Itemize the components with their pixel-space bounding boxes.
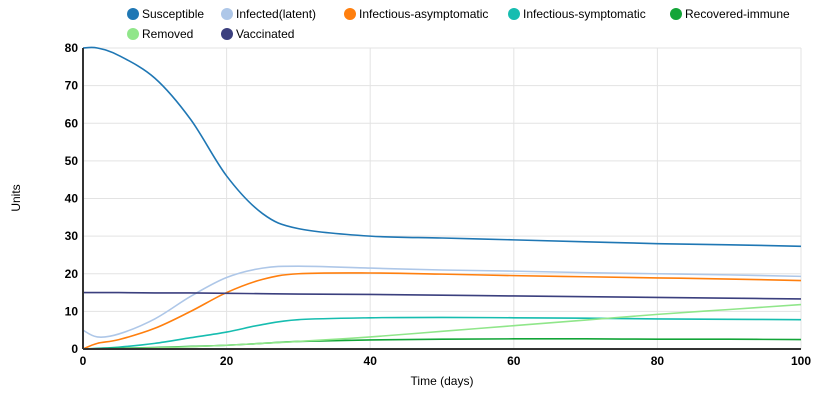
legend-swatch-icon <box>344 8 356 20</box>
legend-item[interactable]: Susceptible <box>127 7 204 21</box>
legend-swatch-icon <box>221 8 233 20</box>
y-tick-label: 60 <box>65 116 79 130</box>
legend-label: Recovered-immune <box>685 7 790 21</box>
legend-swatch-icon <box>127 8 139 20</box>
y-tick-label: 20 <box>65 267 79 281</box>
y-tick-label: 50 <box>65 154 79 168</box>
y-tick-label: 10 <box>65 304 79 318</box>
legend-item[interactable]: Infectious-asymptomatic <box>344 7 488 21</box>
y-tick-label: 70 <box>65 79 79 93</box>
y-tick-label: 80 <box>65 41 79 55</box>
y-tick-label: 0 <box>71 342 78 356</box>
legend-label: Susceptible <box>142 7 204 21</box>
legend-item[interactable]: Infected(latent) <box>221 7 316 21</box>
legend-label: Removed <box>142 27 193 41</box>
legend-label: Vaccinated <box>236 27 294 41</box>
legend-swatch-icon <box>670 8 682 20</box>
legend-swatch-icon <box>508 8 520 20</box>
series-line-vaccinated <box>83 291 802 300</box>
legend: Susceptible Infected(latent) Infectious-as… <box>127 7 790 41</box>
legend-swatch-icon <box>127 28 139 40</box>
series-line-susceptible <box>82 46 802 248</box>
legend-item[interactable]: Recovered-immune <box>670 7 790 21</box>
legend-label: Infectious-asymptomatic <box>359 7 488 21</box>
x-tick-label: 100 <box>791 354 811 368</box>
x-tick-label: 60 <box>507 354 521 368</box>
y-axis-label: Units <box>9 184 23 211</box>
legend-item[interactable]: Infectious-symptomatic <box>508 7 646 21</box>
x-tick-label: 80 <box>651 354 665 368</box>
x-tick-label: 40 <box>364 354 378 368</box>
legend-label: Infected(latent) <box>236 7 316 21</box>
x-tick-label: 20 <box>220 354 234 368</box>
x-tick-label: 0 <box>80 354 87 368</box>
legend-swatch-icon <box>221 28 233 40</box>
legend-label: Infectious-symptomatic <box>523 7 646 21</box>
series-line-infected-latent- <box>82 265 802 338</box>
legend-item[interactable]: Vaccinated <box>221 27 294 41</box>
series-line-infectious-asymptomatic <box>82 272 802 350</box>
series-line-infectious-symptomatic <box>82 316 802 350</box>
y-tick-label: 30 <box>65 229 79 243</box>
y-tick-label: 40 <box>65 192 79 206</box>
legend-item[interactable]: Removed <box>127 27 193 41</box>
x-axis-label: Time (days) <box>411 374 474 388</box>
